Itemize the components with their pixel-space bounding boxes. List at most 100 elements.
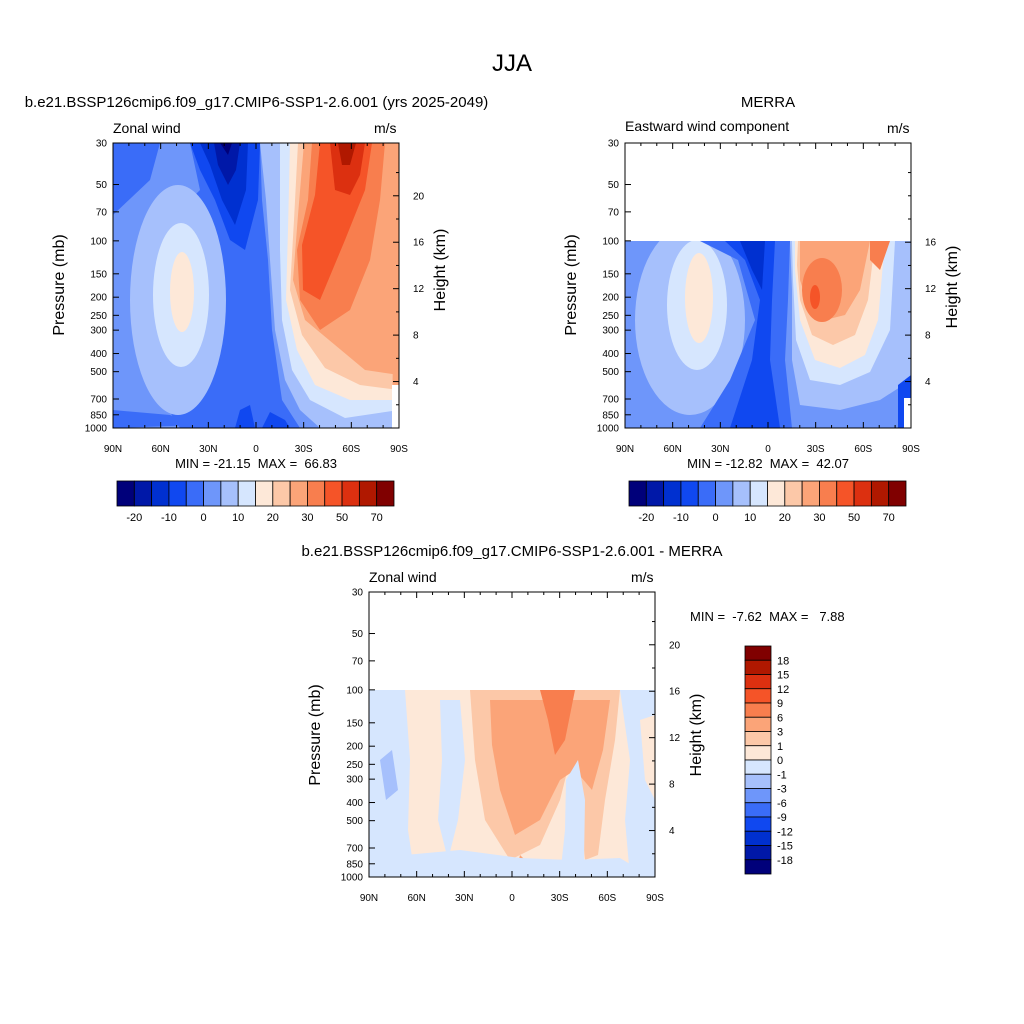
y2-tick-label: 12 — [413, 284, 425, 295]
colorbar-label: -20 — [126, 512, 142, 524]
colorbar-swatch — [255, 480, 274, 507]
y-tick-label: 200 — [90, 293, 107, 304]
colorbar-swatch — [744, 659, 772, 675]
colorbar-swatch — [307, 480, 326, 507]
y2-tick-label: 12 — [925, 284, 937, 295]
y-tick-label: 250 — [90, 311, 107, 322]
panel3-field — [369, 690, 655, 877]
panel1-axes: 90N 60N 30N 0 30S 60S 90S 30 50 70 100 150 200 250 300… — [85, 139, 425, 456]
page-title: JJA — [491, 50, 532, 77]
colorbar-swatch — [744, 859, 772, 875]
colorbar-swatch — [680, 480, 699, 507]
y-tick-label: 1000 — [341, 873, 364, 884]
x-tick-label: 0 — [765, 444, 771, 455]
y-tick-label: 1000 — [597, 424, 620, 435]
colorbar-swatch — [744, 702, 772, 718]
colorbar-label: 0 — [201, 512, 207, 524]
y-tick-label: 200 — [346, 742, 363, 753]
colorbar-swatch — [744, 688, 772, 704]
panel1-ylabel: Pressure (mb) — [51, 234, 68, 335]
y-tick-label: 500 — [602, 367, 619, 378]
colorbar-swatch — [744, 773, 772, 789]
colorbar-swatch — [237, 480, 256, 507]
y2-tick-label: 8 — [925, 331, 931, 342]
colorbar-swatch — [289, 480, 308, 507]
y-tick-label: 850 — [346, 859, 363, 870]
x-tick-label: 0 — [509, 893, 515, 904]
colorbar-swatch — [715, 480, 734, 507]
colorbar-swatch — [341, 480, 360, 507]
colorbar-label: -12 — [777, 826, 793, 838]
y-tick-label: 150 — [90, 269, 107, 280]
colorbar-swatch — [744, 802, 772, 818]
panel1-title: b.e21.BSSP126cmip6.f09_g17.CMIP6-SSP1-2.… — [24, 94, 489, 111]
y2-tick-label: 16 — [669, 687, 681, 698]
colorbar-label: 70 — [371, 512, 383, 524]
y-tick-label: 50 — [96, 180, 108, 191]
y-tick-label: 700 — [346, 844, 363, 855]
x-tick-label: 90S — [902, 444, 920, 455]
colorbar-label: 30 — [301, 512, 313, 524]
y-tick-label: 1000 — [85, 424, 108, 435]
x-tick-label: 90N — [616, 444, 634, 455]
y-tick-label: 100 — [90, 236, 107, 247]
colorbar-swatch — [324, 480, 343, 507]
x-tick-label: 60S — [598, 893, 616, 904]
panel3-ylabel: Pressure (mb) — [307, 684, 324, 785]
colorbar-swatch — [168, 480, 187, 507]
colorbar-label: -9 — [777, 812, 787, 824]
x-tick-label: 30N — [455, 893, 473, 904]
y-tick-label: 30 — [96, 139, 108, 150]
colorbar-label: 18 — [777, 655, 789, 667]
panel2-axes: 90N 60N 30N 0 30S 60S 90S 30 50 70 100 150 200 250 300… — [597, 139, 937, 456]
panel1-colorbar: -20 -10 0 10 20 30 50 70 — [116, 480, 395, 524]
x-tick-label: 60N — [407, 893, 425, 904]
colorbar-swatch — [870, 480, 890, 507]
y2-tick-label: 4 — [925, 377, 931, 388]
colorbar-label: -10 — [161, 512, 177, 524]
y2-tick-label: 20 — [413, 191, 425, 202]
panel3-colorbar: 18 15 12 9 6 3 1 0 -1 -3 -6 -9 -12 -15 -18 — [744, 645, 793, 875]
colorbar-swatch — [749, 480, 768, 507]
colorbar-label: 50 — [848, 512, 860, 524]
y-tick-label: 700 — [602, 395, 619, 406]
y-tick-label: 400 — [602, 349, 619, 360]
x-tick-label: 30N — [711, 444, 729, 455]
colorbar-swatch — [358, 480, 378, 507]
panel1-y2label: Height (km) — [432, 229, 449, 312]
x-tick-label: 90N — [360, 893, 378, 904]
colorbar-label: 70 — [883, 512, 895, 524]
x-tick-label: 60S — [854, 444, 872, 455]
colorbar-swatch — [836, 480, 855, 507]
colorbar-label: 9 — [777, 698, 783, 710]
y2-tick-label: 4 — [413, 377, 419, 388]
y-tick-label: 200 — [602, 293, 619, 304]
y-tick-label: 400 — [346, 798, 363, 809]
colorbar-swatch — [853, 480, 872, 507]
colorbar-swatch — [628, 480, 647, 507]
y-tick-label: 250 — [602, 311, 619, 322]
y2-tick-label: 12 — [669, 733, 681, 744]
panel3-right-label: m/s — [631, 569, 654, 585]
x-tick-label: 30S — [807, 444, 825, 455]
panel2-colorbar: -20 -10 0 10 20 30 50 70 — [628, 480, 907, 524]
colorbar-label: -10 — [673, 512, 689, 524]
colorbar-swatch — [744, 788, 772, 804]
panel2-min-max: MIN = -12.82 MAX = 42.07 — [687, 456, 849, 471]
colorbar-swatch — [744, 716, 772, 732]
colorbar-label: -3 — [777, 784, 787, 796]
colorbar-swatch — [697, 480, 716, 507]
y-tick-label: 850 — [90, 410, 107, 421]
colorbar-swatch — [185, 480, 204, 507]
colorbar-label: 20 — [779, 512, 791, 524]
colorbar-label: -18 — [777, 855, 793, 867]
y-tick-label: 300 — [346, 775, 363, 786]
colorbar-label: -1 — [777, 769, 787, 781]
colorbar-swatch — [767, 480, 786, 507]
panel3-min-max: MIN = -7.62 MAX = 7.88 — [690, 609, 845, 624]
colorbar-label: 10 — [232, 512, 244, 524]
x-tick-label: 60N — [663, 444, 681, 455]
colorbar-swatch — [801, 480, 820, 507]
y-tick-label: 50 — [352, 629, 364, 640]
panel2-y2label: Height (km) — [944, 246, 961, 329]
